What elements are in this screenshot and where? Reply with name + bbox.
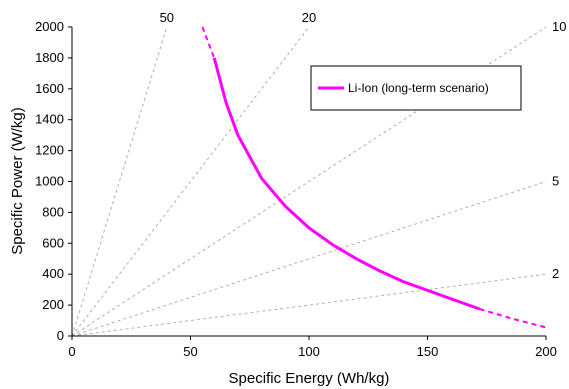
y-tick-label: 600 — [42, 235, 64, 250]
ratio-lines — [71, 26, 547, 337]
ratio-line-20 — [71, 26, 310, 337]
ratio-label-5: 5 — [552, 174, 559, 189]
legend-label: Li-Ion (long-term scenario) — [348, 81, 489, 95]
x-tick-label: 200 — [535, 344, 557, 359]
series — [201, 26, 547, 329]
y-axis-title: Specific Power (W/kg) — [9, 107, 26, 255]
ratio-line-50 — [71, 26, 168, 337]
y-tick-label: 1800 — [35, 50, 64, 65]
y-tick-label: 1400 — [35, 112, 64, 127]
x-tick-label: 0 — [68, 344, 75, 359]
y-tick-label: 200 — [42, 297, 64, 312]
series-line-extrapolated — [479, 308, 547, 329]
ratio-label-10: 10 — [552, 19, 566, 34]
legend: Li-Ion (long-term scenario) — [310, 65, 522, 111]
y-tick-label: 400 — [42, 266, 64, 281]
y-tick-label: 2000 — [35, 19, 64, 34]
ratio-line-10 — [71, 26, 547, 337]
series-line — [212, 57, 481, 311]
y-tick-label: 1000 — [35, 174, 64, 189]
x-tick-label: 100 — [298, 344, 320, 359]
ratio-line-2 — [71, 273, 547, 337]
y-ticks: 0 200 400 600 800 1000 1200 1400 1600 1800 2000 — [35, 19, 72, 343]
y-tick-label: 1600 — [35, 81, 64, 96]
series-line-extrapolated — [201, 26, 216, 59]
ratio-labels: 50 20 10 5 2 — [160, 10, 567, 281]
x-tick-label: 150 — [417, 344, 439, 359]
legend-box — [310, 65, 522, 111]
ratio-label-50: 50 — [160, 10, 174, 25]
ratio-line-5 — [71, 181, 547, 337]
y-tick-label: 800 — [42, 204, 64, 219]
y-tick-label: 1200 — [35, 143, 64, 158]
x-ticks: 0 50 100 150 200 — [68, 336, 557, 359]
x-tick-label: 50 — [183, 344, 197, 359]
ratio-label-2: 2 — [552, 266, 559, 281]
ratio-label-20: 20 — [302, 10, 316, 25]
x-axis-title: Specific Energy (Wh/kg) — [229, 370, 390, 387]
y-tick-label: 0 — [57, 328, 64, 343]
